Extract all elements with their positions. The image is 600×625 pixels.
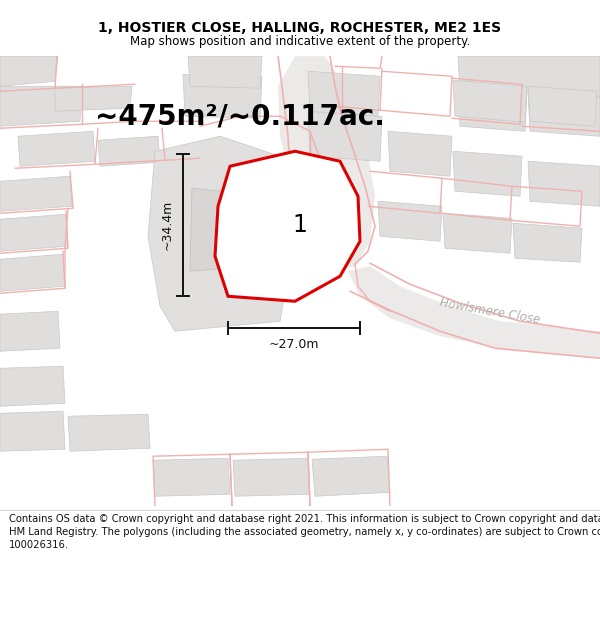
Polygon shape: [190, 188, 272, 271]
Text: 1: 1: [292, 213, 307, 238]
Polygon shape: [68, 414, 150, 451]
Text: Contains OS data © Crown copyright and database right 2021. This information is : Contains OS data © Crown copyright and d…: [9, 514, 600, 550]
Polygon shape: [528, 86, 597, 126]
Text: ~34.4m: ~34.4m: [161, 200, 173, 251]
Polygon shape: [443, 213, 512, 253]
Polygon shape: [0, 214, 68, 251]
Polygon shape: [312, 456, 390, 496]
Polygon shape: [0, 254, 65, 291]
Polygon shape: [215, 151, 360, 301]
Polygon shape: [308, 71, 380, 116]
Polygon shape: [528, 91, 600, 136]
Polygon shape: [188, 56, 262, 88]
Polygon shape: [528, 161, 600, 206]
Polygon shape: [348, 266, 600, 358]
Text: Map shows position and indicative extent of the property.: Map shows position and indicative extent…: [130, 35, 470, 48]
Polygon shape: [153, 458, 230, 496]
Text: Hostier Close: Hostier Close: [295, 168, 335, 245]
Polygon shape: [183, 74, 262, 118]
Polygon shape: [278, 56, 375, 271]
Text: ~27.0m: ~27.0m: [269, 338, 319, 351]
Polygon shape: [0, 366, 65, 406]
Text: 1, HOSTIER CLOSE, HALLING, ROCHESTER, ME2 1ES: 1, HOSTIER CLOSE, HALLING, ROCHESTER, ME…: [98, 21, 502, 34]
Text: Howlsmere Close: Howlsmere Close: [439, 296, 541, 326]
Polygon shape: [98, 136, 160, 166]
Polygon shape: [458, 56, 600, 96]
Polygon shape: [453, 151, 522, 196]
Polygon shape: [0, 56, 58, 86]
Polygon shape: [0, 86, 82, 126]
Polygon shape: [513, 223, 582, 262]
Polygon shape: [0, 311, 60, 351]
Polygon shape: [0, 411, 65, 451]
Polygon shape: [388, 131, 452, 176]
Polygon shape: [458, 86, 527, 131]
Polygon shape: [233, 458, 310, 496]
Polygon shape: [18, 131, 95, 166]
Text: ~475m²/~0.117ac.: ~475m²/~0.117ac.: [95, 102, 385, 130]
Polygon shape: [0, 176, 72, 211]
Polygon shape: [453, 80, 527, 122]
Polygon shape: [148, 136, 295, 331]
Polygon shape: [55, 86, 132, 111]
Polygon shape: [308, 111, 382, 161]
Polygon shape: [378, 201, 442, 241]
